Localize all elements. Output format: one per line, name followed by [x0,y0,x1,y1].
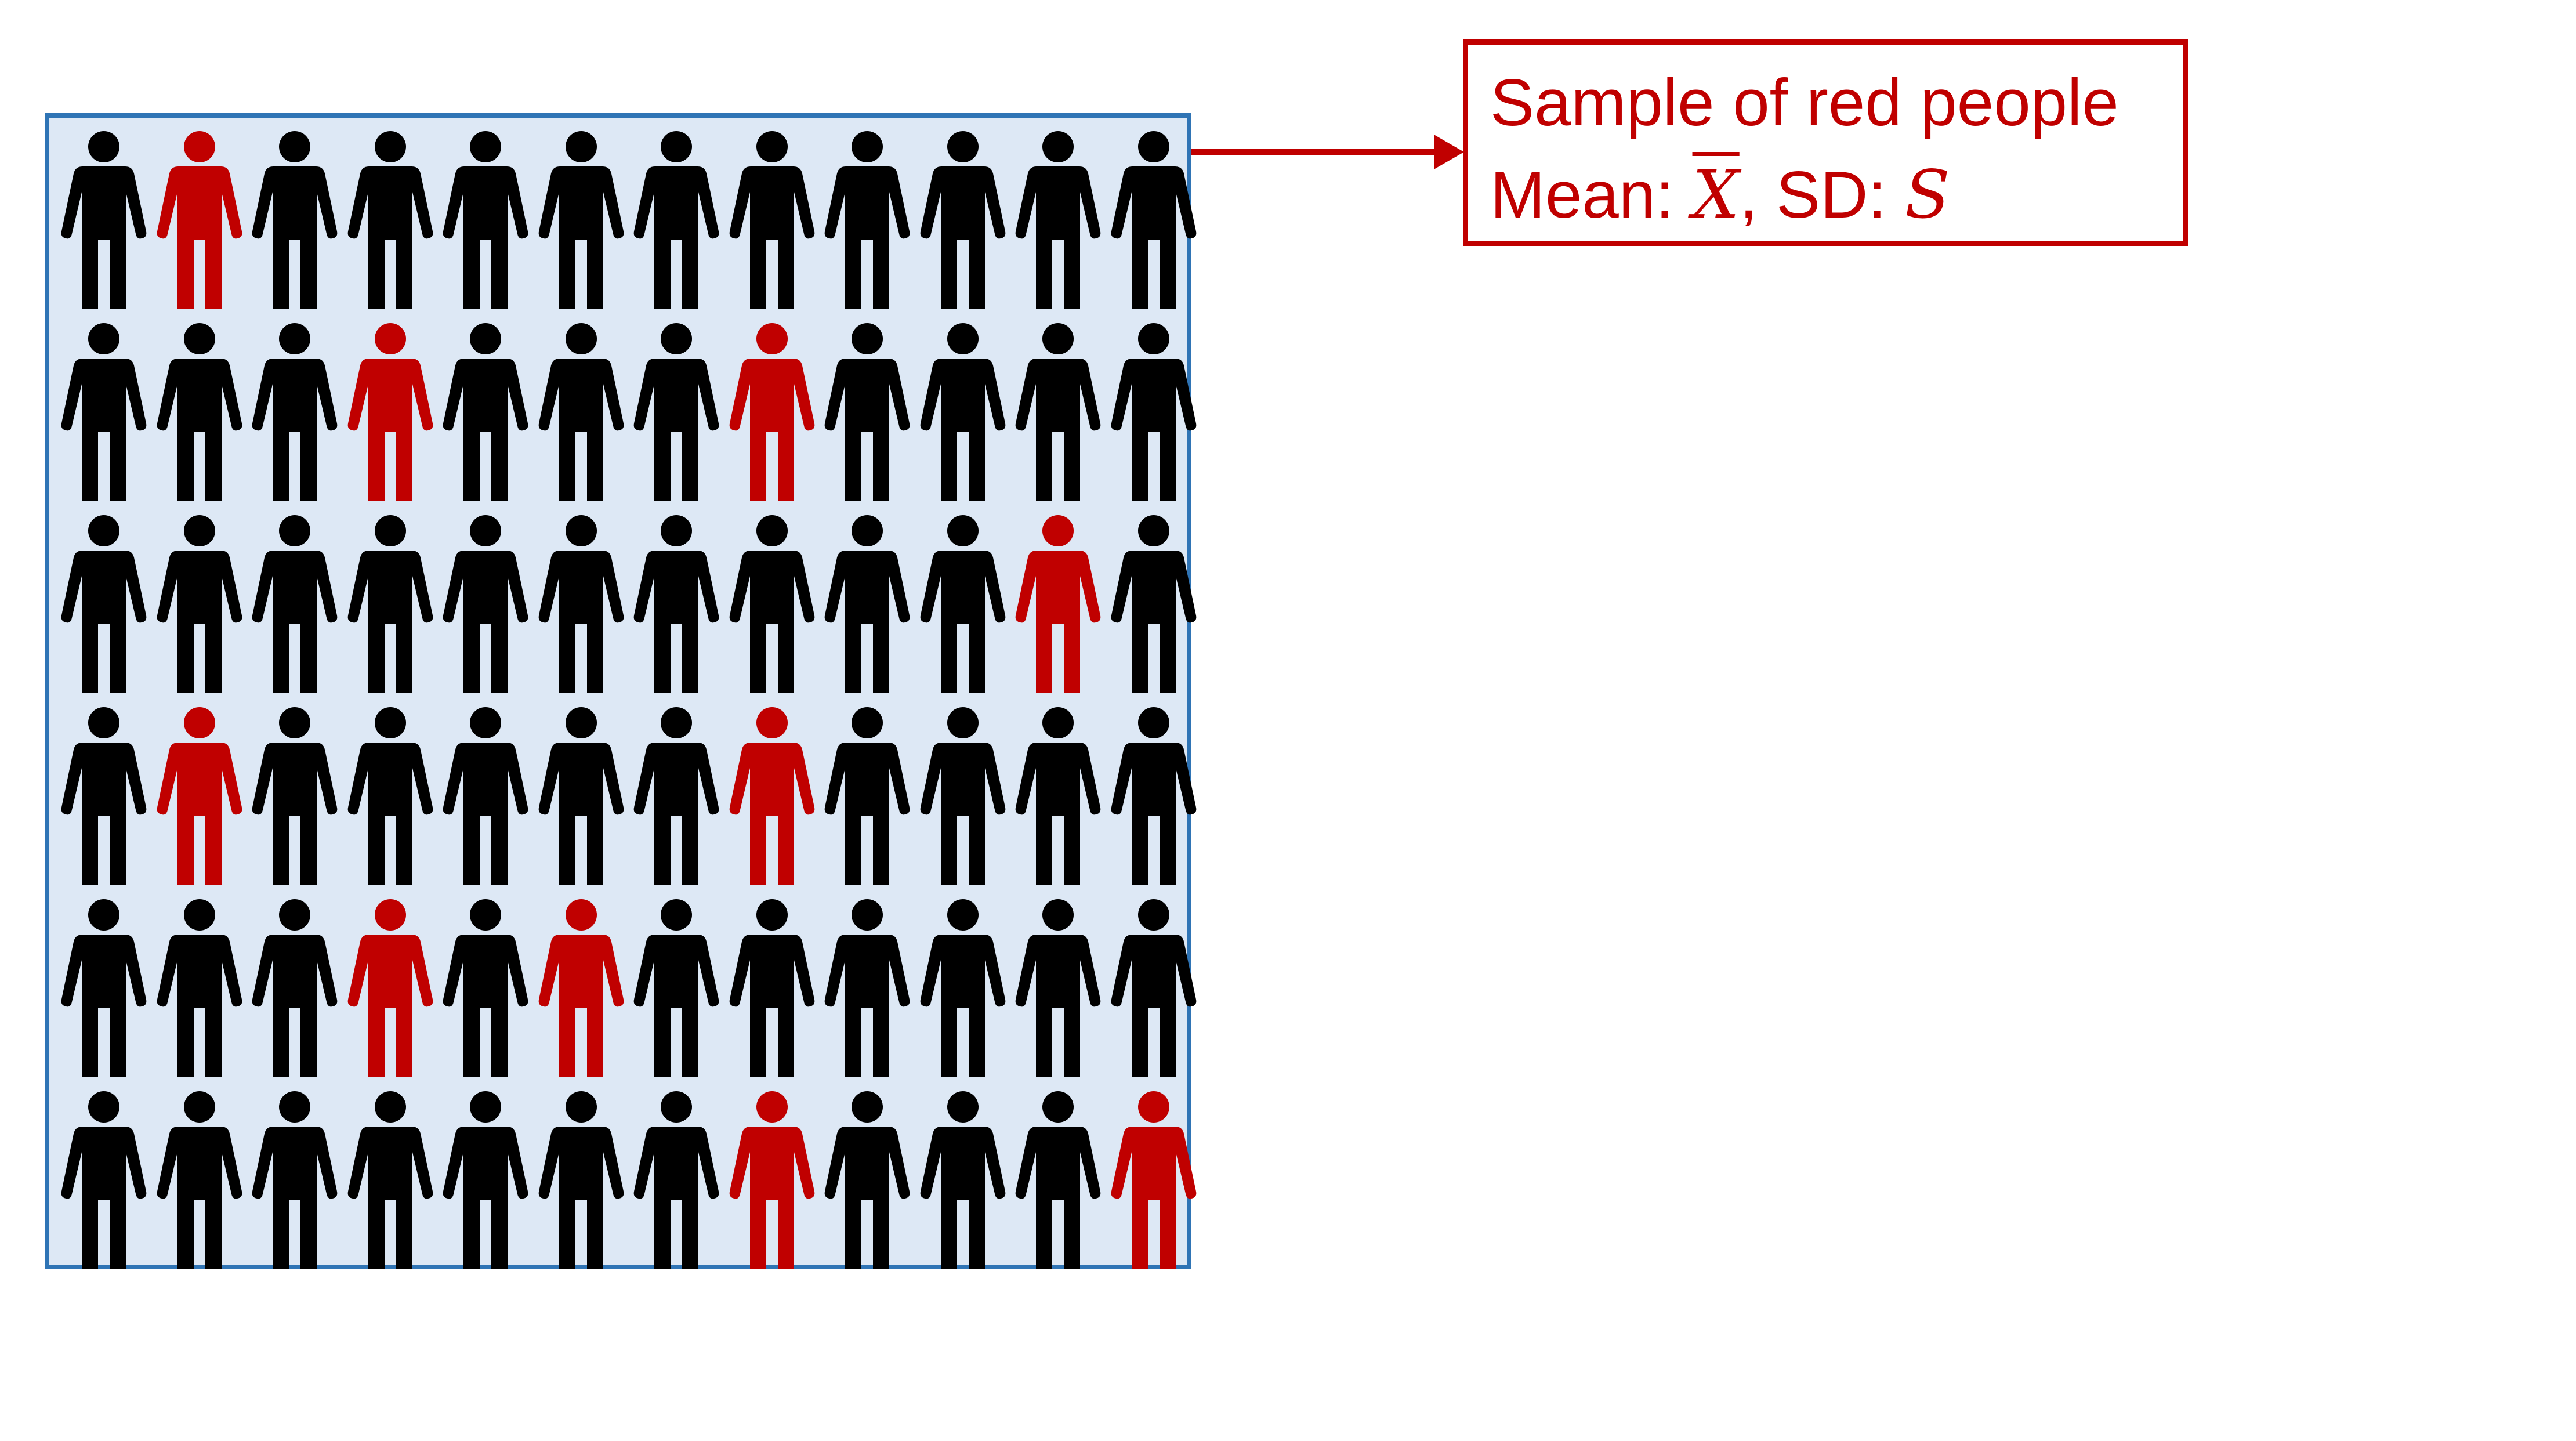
person-icon-black [442,321,529,501]
person-icon-black [633,321,720,501]
person-icon-black [156,513,243,693]
people-grid [49,118,1196,1269]
person-icon-black [251,513,338,693]
sd-symbol: S [1904,156,1950,233]
person-icon-black [1015,129,1102,309]
person-icon-black [60,513,147,693]
person-icon-black [347,1089,434,1269]
person-icon-red [729,1089,816,1269]
person-icon-black [1110,129,1197,309]
person-icon-black [251,321,338,501]
person-icon-black [729,513,816,693]
person-icon-black [538,705,625,885]
person-icon-black [538,513,625,693]
person-icon-black [442,705,529,885]
arrow-to-sample [1191,135,1464,169]
person-icon-black [824,705,911,885]
person-icon-black [1110,897,1197,1077]
person-icon-black [824,129,911,309]
person-icon-black [156,321,243,501]
person-icon-black [824,1089,911,1269]
arrow-head [1434,135,1464,169]
person-icon-black [633,513,720,693]
person-icon-black [538,129,625,309]
person-icon-black [1110,321,1197,501]
person-icon-black [824,321,911,501]
person-icon-black [919,1089,1006,1269]
sample-stats: Mean: X, SD: S [1490,149,2183,241]
sample-box: Sample of red people Mean: X, SD: S [1463,39,2188,246]
person-icon-black [60,321,147,501]
person-icon-black [1110,513,1197,693]
person-icon-black [347,705,434,885]
person-icon-black [251,897,338,1077]
person-icon-black [919,129,1006,309]
person-icon-black [60,705,147,885]
person-icon-black [824,897,911,1077]
person-icon-red [347,321,434,501]
person-icon-black [442,513,529,693]
person-icon-black [538,1089,625,1269]
person-icon-black [60,1089,147,1269]
person-icon-black [1015,705,1102,885]
mean-symbol: X [1692,156,1740,233]
person-icon-black [919,897,1006,1077]
person-icon-black [729,129,816,309]
person-icon-black [442,897,529,1077]
person-icon-red [1110,1089,1197,1269]
person-icon-black [347,129,434,309]
person-icon-black [156,1089,243,1269]
person-icon-black [633,705,720,885]
person-icon-black [251,1089,338,1269]
person-icon-black [919,705,1006,885]
person-icon-black [60,897,147,1077]
person-icon-black [919,321,1006,501]
person-icon-red [729,705,816,885]
person-icon-red [538,897,625,1077]
sample-title: Sample of red people [1490,66,2119,140]
person-icon-black [824,513,911,693]
person-icon-black [633,897,720,1077]
person-icon-black [251,129,338,309]
person-icon-black [60,129,147,309]
person-icon-black [442,129,529,309]
mean-label: Mean: [1490,158,1693,232]
person-icon-red [347,897,434,1077]
person-icon-black [156,897,243,1077]
person-icon-red [1015,513,1102,693]
sd-label: , SD: [1739,158,1905,232]
person-icon-black [633,129,720,309]
person-icon-red [156,705,243,885]
person-icon-black [442,1089,529,1269]
person-icon-red [729,321,816,501]
person-icon-black [1015,1089,1102,1269]
person-icon-black [347,513,434,693]
person-icon-black [251,705,338,885]
person-icon-black [729,897,816,1077]
population-frame [45,113,1196,1269]
person-icon-black [919,513,1006,693]
person-icon-black [1015,321,1102,501]
person-icon-black [1110,705,1197,885]
person-icon-black [1015,897,1102,1077]
person-icon-black [538,321,625,501]
person-icon-black [633,1089,720,1269]
person-icon-red [156,129,243,309]
